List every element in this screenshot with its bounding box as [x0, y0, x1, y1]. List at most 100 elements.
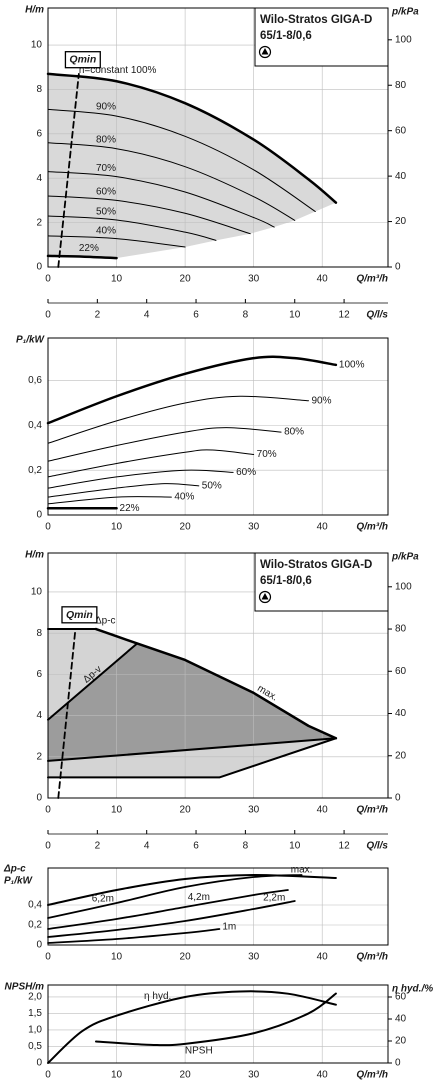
x-tick-label: 30: [248, 522, 260, 533]
x2-tick-label: 12: [339, 841, 351, 852]
x2-tick-label: 4: [144, 310, 150, 321]
qmin-box: [64, 51, 101, 69]
x-tick-label: 0: [45, 805, 51, 816]
curve-label: Δp-c: [95, 616, 116, 627]
plot-frame: [47, 337, 389, 516]
dpv-range: [48, 643, 336, 761]
y2-axis-label: η hyd./%: [392, 984, 433, 995]
curve-label: 90%: [96, 102, 116, 113]
y2-tick-label: 20: [395, 216, 407, 227]
y2-axis-label: p/kPa: [391, 552, 419, 563]
x-axis-label: Q/m³/h: [356, 274, 388, 285]
x-axis-label: Q/m³/h: [356, 805, 388, 816]
x-tick-label: 0: [45, 274, 51, 285]
y2-tick-label: 40: [395, 708, 407, 719]
qmin-line: [57, 628, 77, 799]
x2-tick-label: 0: [45, 310, 51, 321]
curve-label: max.: [291, 864, 313, 875]
x2-tick-label: 6: [193, 310, 199, 321]
curve: [47, 737, 337, 762]
y-tick-label: 2: [36, 217, 42, 228]
curve-label: 60%: [236, 467, 256, 478]
x-tick-label: 40: [317, 274, 329, 285]
curve-label: 40%: [174, 492, 194, 503]
curve: [47, 874, 303, 919]
y2-tick-label: 0: [395, 793, 401, 804]
curve: [47, 449, 255, 478]
curve: [47, 235, 186, 248]
x-tick-label: 30: [248, 952, 260, 963]
curve-label: η hyd.: [144, 991, 171, 1002]
y2-tick-label: 80: [395, 624, 407, 635]
curve-label: 100%: [339, 360, 365, 371]
curve: [47, 142, 296, 221]
curve-label: n=constant 100%: [79, 65, 157, 76]
chart-subtitle: 65/1-8/0,6: [260, 575, 312, 587]
x-tick-label: 10: [111, 952, 123, 963]
curve-label: 60%: [96, 187, 116, 198]
x-tick-label: 10: [111, 1070, 123, 1080]
y2-axis-label: p/kPa: [391, 7, 419, 18]
curve: [46, 72, 338, 204]
plot-frame: [47, 984, 389, 1064]
curve: [47, 889, 289, 930]
y2-tick-label: 0: [395, 262, 401, 273]
qmin-box: [61, 606, 98, 624]
curve: [94, 992, 337, 1047]
curve: [47, 108, 316, 213]
y-axis-label: H/m: [25, 550, 44, 561]
curve-label: 80%: [96, 135, 116, 146]
y-tick-label: 0,2: [28, 465, 42, 476]
curve: [47, 171, 275, 228]
y2-tick-label: 40: [395, 1014, 407, 1025]
x-tick-label: 20: [180, 274, 192, 285]
curve-label: 40%: [96, 225, 116, 236]
y-tick-label: 1,0: [28, 1025, 42, 1036]
x-tick-label: 30: [248, 274, 260, 285]
x2-tick-label: 4: [144, 841, 150, 852]
x2-tick-label: 0: [45, 841, 51, 852]
curve: [47, 427, 282, 462]
curve: [94, 627, 338, 740]
y-tick-label: 0: [36, 793, 42, 804]
y-tick-label: 0: [36, 1058, 42, 1069]
curve-label: 1m: [222, 922, 236, 933]
plot-frame: [47, 7, 389, 268]
y-tick-label: 4: [36, 173, 42, 184]
y-tick-label: 8: [36, 84, 42, 95]
x-tick-label: 30: [248, 805, 260, 816]
curve-label: 80%: [284, 427, 304, 438]
curve: [46, 254, 118, 260]
y2-tick-label: 80: [395, 80, 407, 91]
chart: 0 10 20 30 40 0 0,2 0,4 Q/m³/h Δp-cP₁/kW max. 6,2m 4…: [3, 864, 389, 963]
x-tick-label: 40: [317, 1070, 329, 1080]
y2-tick-label: 60: [395, 666, 407, 677]
y2-tick-label: 60: [395, 125, 407, 136]
curve: [47, 483, 200, 498]
x-tick-label: 0: [45, 522, 51, 533]
y-axis-label: P₁/kW: [16, 335, 46, 346]
y2-tick-label: 20: [395, 1036, 407, 1047]
y-tick-label: 6: [36, 128, 42, 139]
curve-label: 22%: [120, 503, 140, 514]
plot-frame: [47, 867, 389, 946]
x-tick-label: 30: [248, 1070, 260, 1080]
x2-axis-label: Q/l/s: [366, 841, 388, 852]
curve-label: 50%: [202, 481, 222, 492]
y2-tick-label: 20: [395, 750, 407, 761]
y-axis-label: P₁/kW: [4, 876, 34, 887]
title-box: [254, 7, 389, 67]
y-axis-label: H/m: [25, 5, 44, 16]
y-tick-label: 6: [36, 669, 42, 680]
y-tick-label: 8: [36, 628, 42, 639]
chart: 0 10 20 30 40 0 0,2 0,4 0,6 Q/m³/h P₁/kW 100% 90% 80%…: [16, 335, 389, 533]
curve-label: 70%: [96, 163, 116, 174]
curve-label: 22%: [79, 243, 99, 254]
curve: [47, 642, 139, 721]
x-tick-label: 0: [45, 1070, 51, 1080]
y-tick-label: 2,0: [28, 992, 42, 1003]
x-axis-label: Q/m³/h: [356, 522, 388, 533]
x-tick-label: 20: [180, 522, 192, 533]
